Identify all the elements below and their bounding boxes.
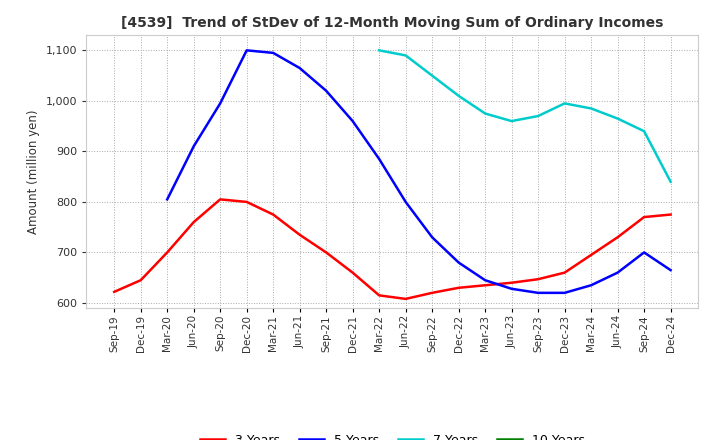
7 Years xyxy=(666,179,675,184)
5 Years xyxy=(640,250,649,255)
3 Years xyxy=(401,296,410,301)
5 Years xyxy=(508,286,516,291)
7 Years xyxy=(481,111,490,116)
7 Years xyxy=(454,93,463,99)
3 Years xyxy=(136,278,145,283)
7 Years xyxy=(587,106,595,111)
3 Years xyxy=(508,280,516,286)
3 Years xyxy=(428,290,436,296)
5 Years xyxy=(189,144,198,149)
3 Years xyxy=(534,277,542,282)
5 Years xyxy=(322,88,330,93)
5 Years xyxy=(375,156,384,161)
3 Years xyxy=(163,250,171,255)
7 Years xyxy=(534,114,542,119)
3 Years xyxy=(481,282,490,288)
7 Years xyxy=(560,101,569,106)
7 Years xyxy=(401,53,410,58)
Line: 3 Years: 3 Years xyxy=(114,199,670,299)
3 Years xyxy=(322,250,330,255)
Legend: 3 Years, 5 Years, 7 Years, 10 Years: 3 Years, 5 Years, 7 Years, 10 Years xyxy=(195,429,590,440)
7 Years xyxy=(613,116,622,121)
3 Years xyxy=(666,212,675,217)
5 Years xyxy=(401,199,410,205)
3 Years xyxy=(454,285,463,290)
3 Years xyxy=(348,270,357,275)
5 Years xyxy=(613,270,622,275)
5 Years xyxy=(163,197,171,202)
5 Years xyxy=(216,101,225,106)
7 Years xyxy=(640,128,649,134)
5 Years xyxy=(481,278,490,283)
5 Years xyxy=(666,268,675,273)
3 Years xyxy=(189,220,198,225)
3 Years xyxy=(613,235,622,240)
3 Years xyxy=(243,199,251,205)
5 Years xyxy=(428,235,436,240)
5 Years xyxy=(454,260,463,265)
3 Years xyxy=(110,289,119,294)
3 Years xyxy=(587,252,595,257)
5 Years xyxy=(560,290,569,296)
3 Years xyxy=(216,197,225,202)
5 Years xyxy=(269,50,277,55)
Line: 7 Years: 7 Years xyxy=(379,50,670,182)
7 Years xyxy=(508,118,516,124)
Line: 5 Years: 5 Years xyxy=(167,50,670,293)
3 Years xyxy=(560,270,569,275)
5 Years xyxy=(587,282,595,288)
Title: [4539]  Trend of StDev of 12-Month Moving Sum of Ordinary Incomes: [4539] Trend of StDev of 12-Month Moving… xyxy=(121,16,664,30)
5 Years xyxy=(295,66,304,71)
5 Years xyxy=(243,48,251,53)
7 Years xyxy=(428,73,436,78)
5 Years xyxy=(534,290,542,296)
3 Years xyxy=(375,293,384,298)
7 Years xyxy=(375,48,384,53)
Y-axis label: Amount (million yen): Amount (million yen) xyxy=(27,110,40,234)
5 Years xyxy=(348,118,357,124)
3 Years xyxy=(640,214,649,220)
3 Years xyxy=(269,212,277,217)
3 Years xyxy=(295,232,304,238)
